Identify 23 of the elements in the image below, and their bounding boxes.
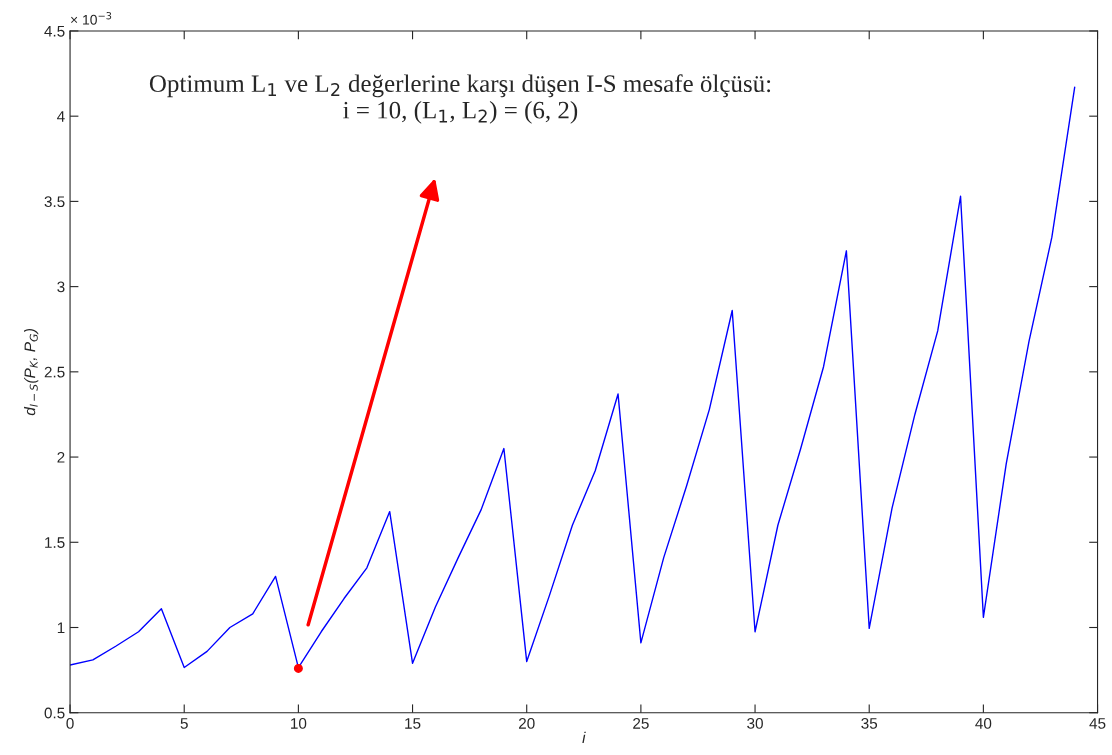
x-tick-label: 10 [291, 717, 307, 729]
x-tick-label: 0 [66, 717, 74, 729]
y-tick-label: 4 [57, 111, 65, 122]
y-tick-label: 2.5 [44, 366, 65, 378]
x-tick-label: 15 [405, 718, 421, 729]
x-tick-label: 35 [861, 717, 878, 729]
x-tick-label: 45 [1089, 718, 1106, 729]
y-tick-label: 0.5 [44, 707, 65, 719]
y-tick-label: 1.5 [45, 537, 65, 548]
x-tick-label: 5 [180, 718, 188, 729]
y-tick-label: 2 [57, 451, 65, 463]
x-axis-title: i [582, 731, 586, 743]
y-tick-label: 1 [57, 622, 65, 634]
x-tick-label: 20 [518, 717, 535, 729]
y-tick-label: 4.5 [44, 25, 65, 37]
x-tick-label: 40 [975, 717, 992, 729]
x-tick-label: 25 [633, 717, 649, 729]
text: × 10$^{−3}$ [71, 12, 112, 25]
x-tick-label: 30 [747, 717, 763, 729]
y-tick-label: 3 [57, 281, 65, 293]
y-axis-title: d$_{I−S}$(P$_{K}$, P$_{G}$) [24, 328, 39, 416]
text: Optimum L$_{1}$ ve L$_{2}$ değerlerine karşı düşen I-S mesafe ölçüsü: i = 10, (L$_{1}$, L$_{2}$) = (6, 2) [149, 74, 771, 124]
y-tick-label: 3.5 [44, 196, 65, 208]
